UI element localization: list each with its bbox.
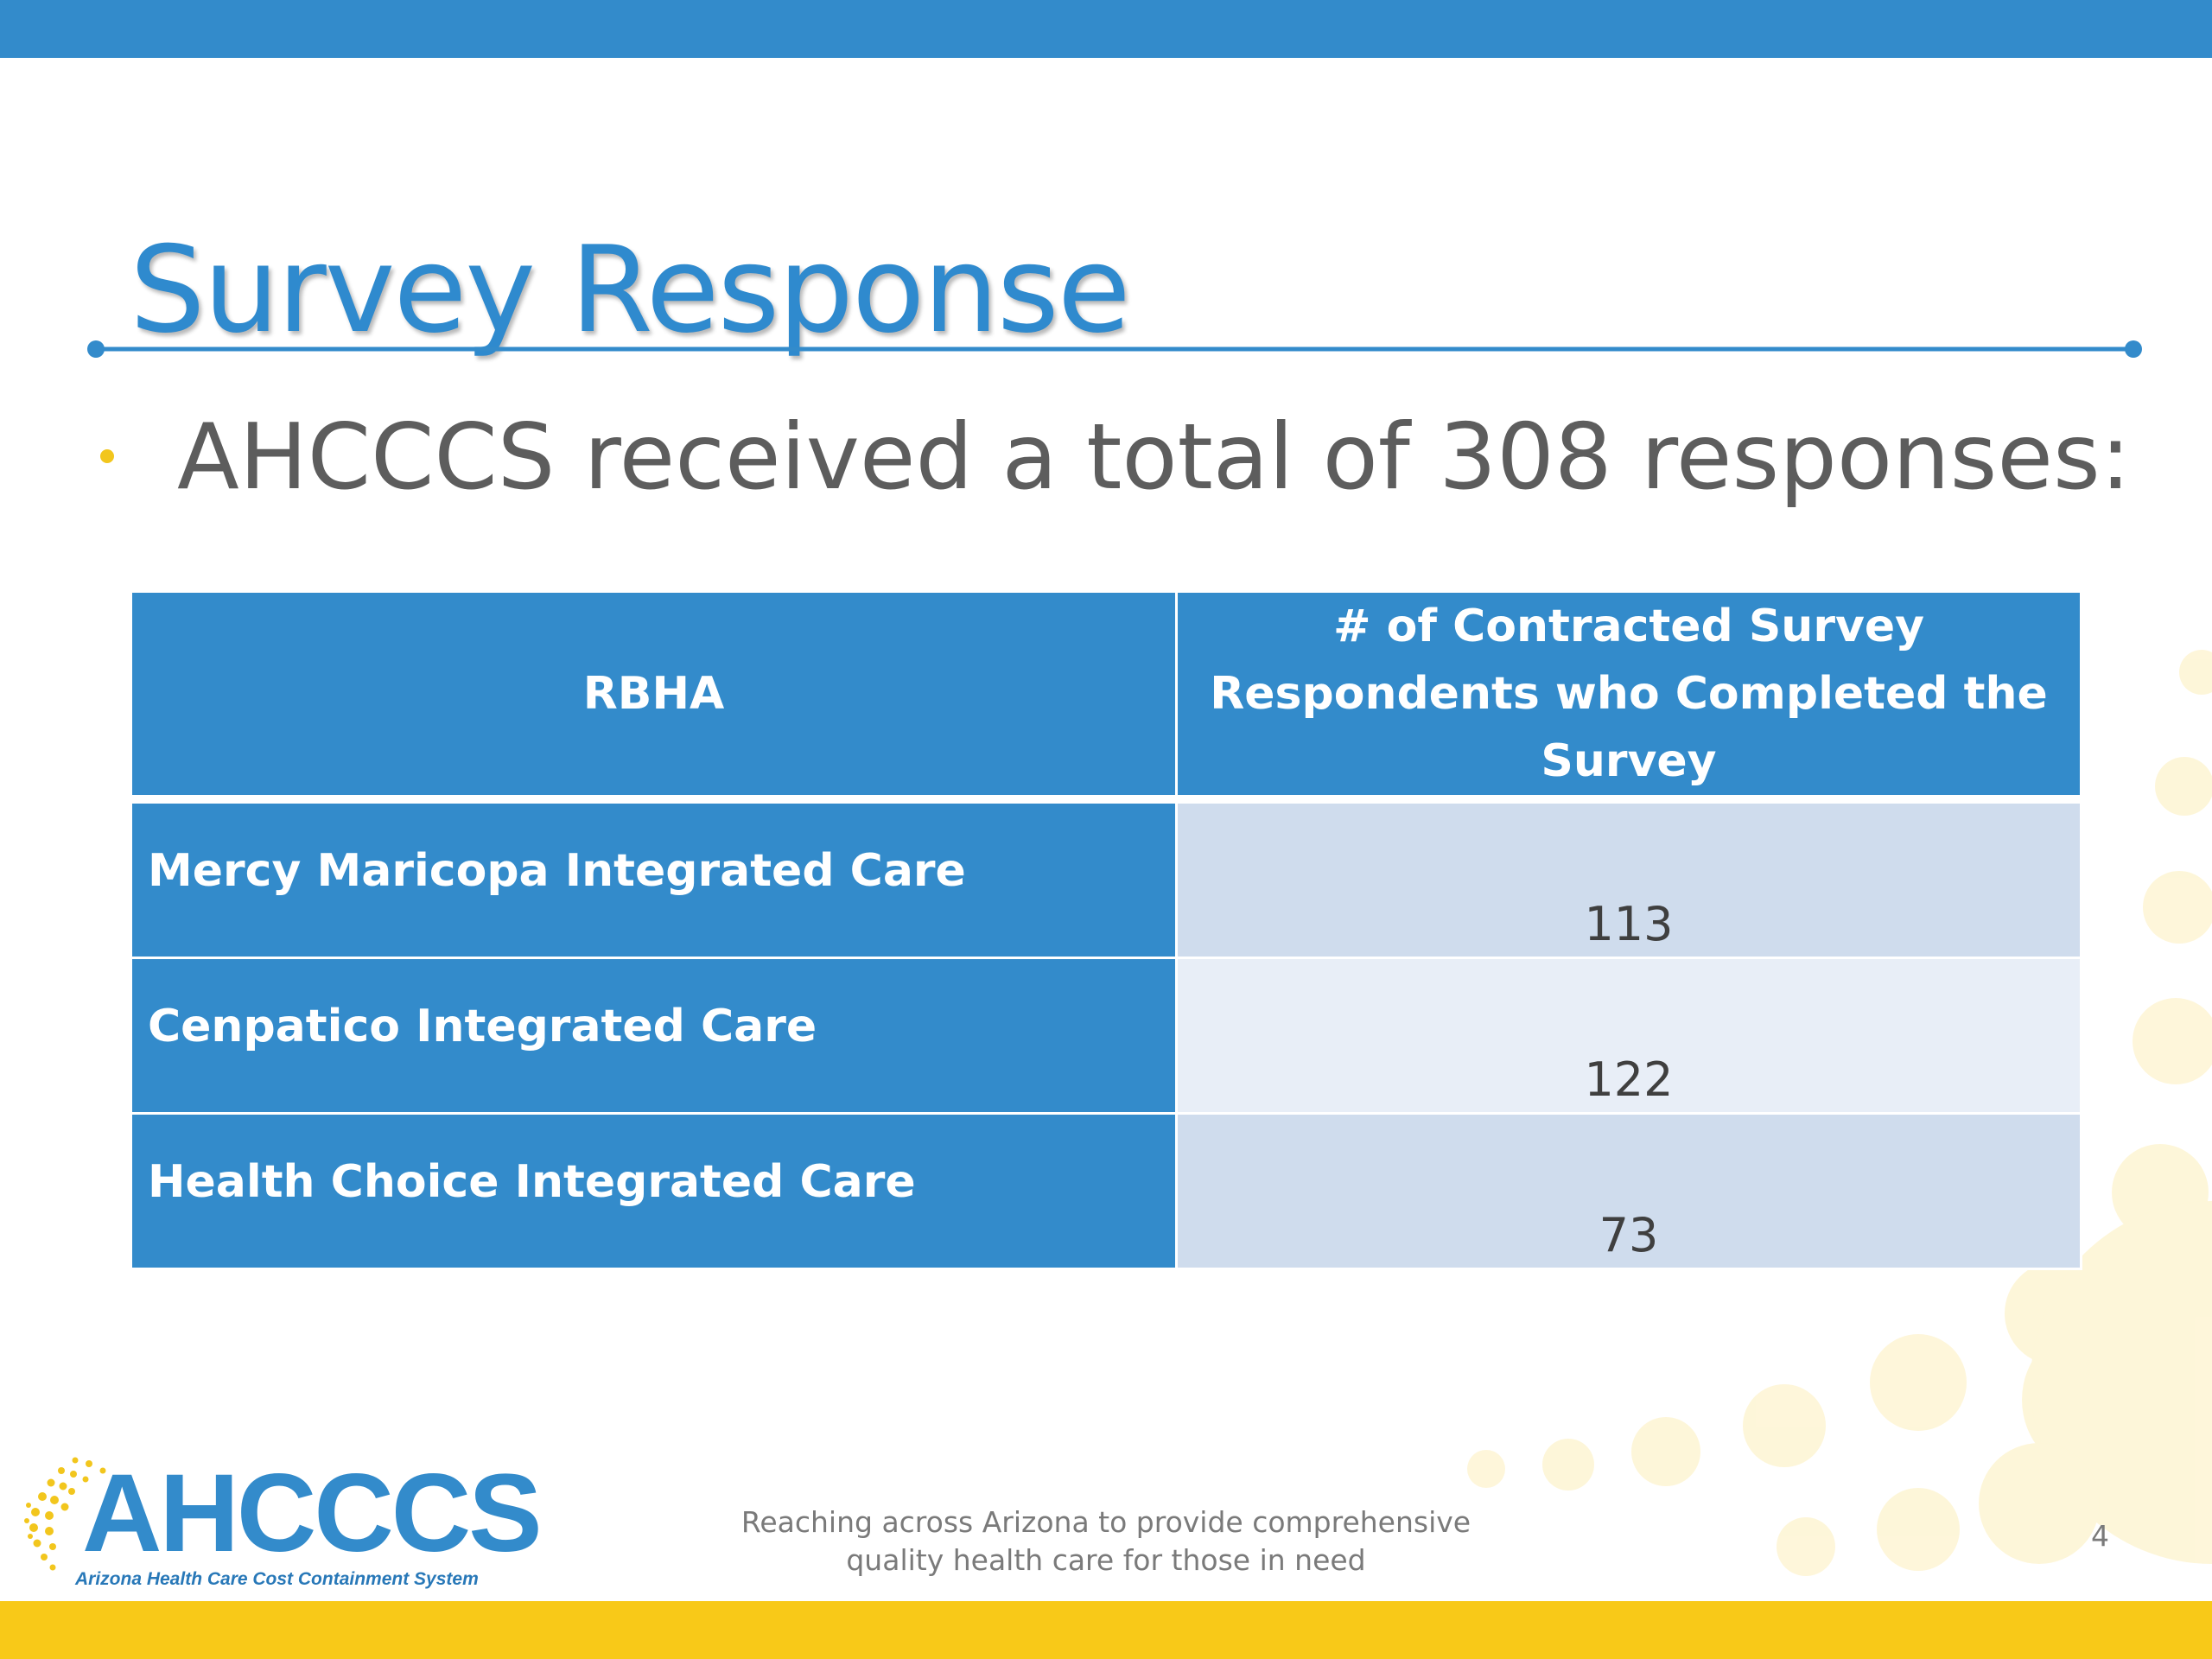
count-cell: 73 bbox=[1175, 1112, 2082, 1270]
slide-title: Survey Response bbox=[130, 220, 1131, 359]
logo-wordmark: AHCCCS bbox=[82, 1452, 543, 1575]
page-number: 4 bbox=[2091, 1519, 2109, 1553]
sun-burst-icon bbox=[24, 1457, 106, 1571]
footer-tagline: Reaching across Arizona to provide compr… bbox=[683, 1503, 1529, 1580]
bottom-accent-bar bbox=[0, 1601, 2212, 1659]
respondent-count: 73 bbox=[1599, 1208, 1659, 1262]
rbha-name: Cenpatico Integrated Care bbox=[148, 1001, 817, 1052]
bullet-dot bbox=[100, 449, 114, 463]
tagline-line-1: Reaching across Arizona to provide compr… bbox=[741, 1505, 1471, 1539]
top-accent-bar bbox=[0, 0, 2212, 58]
header-rbha: RBHA bbox=[130, 590, 1178, 804]
rbha-name: Mercy Maricopa Integrated Care bbox=[148, 845, 966, 897]
rbha-cell: Cenpatico Integrated Care bbox=[130, 957, 1178, 1115]
rbha-name: Health Choice Integrated Care bbox=[148, 1156, 916, 1208]
survey-response-table: RBHA # of Contracted Survey Respondents … bbox=[130, 590, 2082, 1270]
count-cell: 113 bbox=[1175, 798, 2082, 959]
rbha-cell: Health Choice Integrated Care bbox=[130, 1112, 1178, 1270]
table-row: Health Choice Integrated Care 73 bbox=[130, 1112, 2082, 1270]
logo-subtitle: Arizona Health Care Cost Containment Sys… bbox=[75, 1569, 479, 1589]
header-respondents: # of Contracted Survey Respondents who C… bbox=[1175, 590, 2082, 804]
ahcccs-logo: AHCCCS Arizona Health Care Cost Containm… bbox=[22, 1452, 543, 1590]
respondent-count: 122 bbox=[1584, 1052, 1674, 1107]
table-row: Mercy Maricopa Integrated Care 113 bbox=[130, 798, 2082, 959]
count-cell: 122 bbox=[1175, 957, 2082, 1115]
table-header-row: RBHA # of Contracted Survey Respondents … bbox=[130, 590, 2082, 804]
respondent-count: 113 bbox=[1584, 897, 1674, 951]
table-row: Cenpatico Integrated Care 122 bbox=[130, 957, 2082, 1115]
title-underline bbox=[87, 340, 2142, 358]
tagline-line-2: quality health care for those in need bbox=[846, 1543, 1366, 1577]
bullet-text: AHCCCS received a total of 308 responses… bbox=[177, 404, 2132, 510]
rbha-cell: Mercy Maricopa Integrated Care bbox=[130, 798, 1178, 959]
header-respondents-text: # of Contracted Survey Respondents who C… bbox=[1210, 601, 2048, 787]
